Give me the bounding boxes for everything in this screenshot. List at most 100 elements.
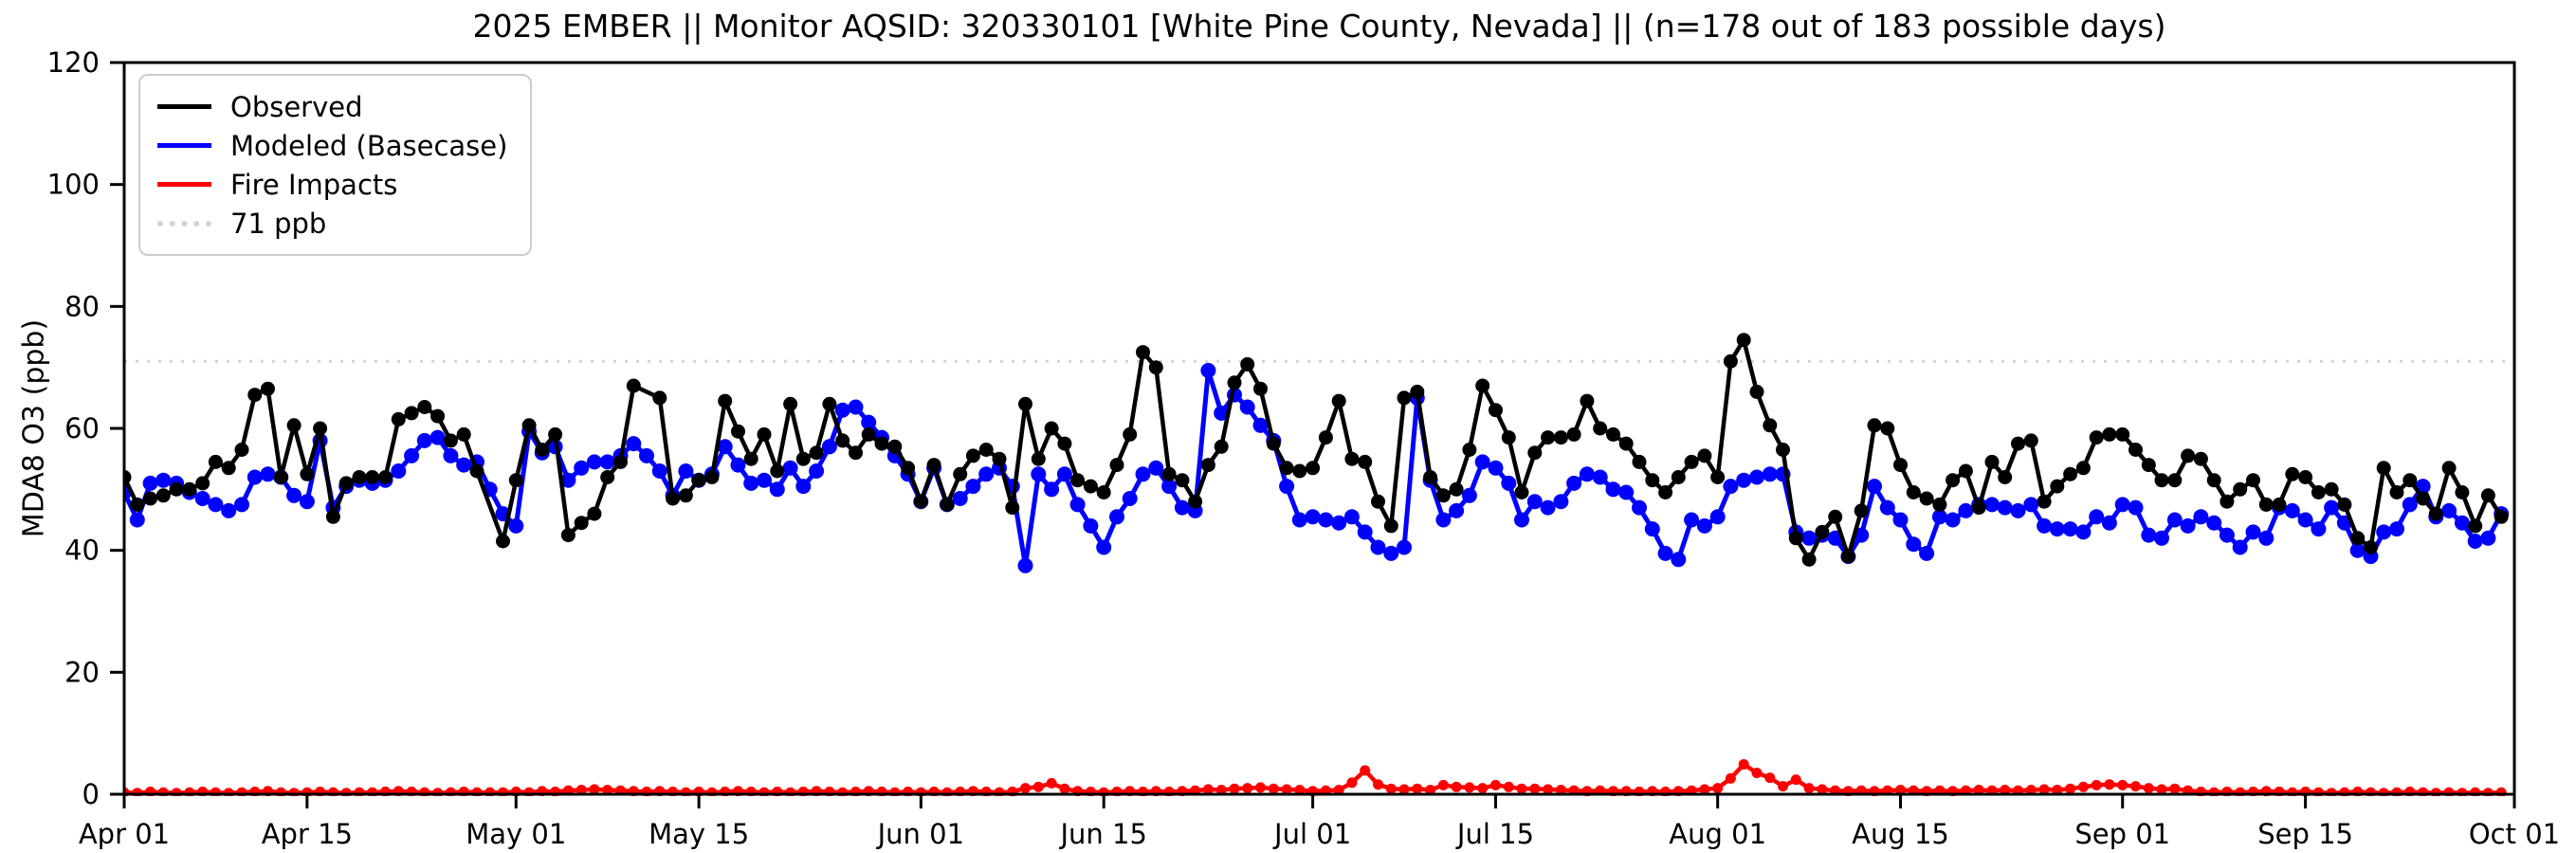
modeled-marker — [2258, 530, 2275, 546]
fire-impacts-marker — [941, 787, 953, 796]
fire-impacts-marker — [706, 787, 718, 796]
observed-marker — [352, 470, 367, 484]
modeled-marker — [1984, 497, 2000, 513]
fire-impacts-marker — [327, 787, 338, 796]
observed-marker — [2193, 451, 2208, 466]
observed-marker — [1371, 494, 1385, 509]
modeled-marker — [1684, 512, 1700, 528]
observed-marker — [2480, 488, 2495, 503]
observed-marker — [1266, 436, 1281, 451]
legend-label-fire-impacts: Fire Impacts — [230, 168, 398, 201]
modeled-marker — [1109, 509, 1124, 525]
x-tick-label: Jul 15 — [1455, 818, 1534, 850]
modeled-marker — [1044, 481, 1060, 498]
x-tick-label: Apr 15 — [262, 818, 353, 850]
modeled-marker — [1252, 417, 1269, 433]
modeled-marker — [639, 447, 654, 463]
fire-impacts-marker — [785, 787, 796, 796]
observed-marker — [365, 470, 380, 484]
observed-marker — [1018, 396, 1032, 411]
observed-marker — [678, 488, 693, 503]
observed-marker — [1541, 430, 1556, 445]
fire-impacts-marker — [837, 787, 849, 796]
observed-marker — [2023, 433, 2038, 448]
modeled-marker — [1579, 466, 1595, 482]
fire-impacts-marker — [1032, 781, 1044, 792]
observed-marker — [1435, 488, 1451, 503]
modeled-marker — [2219, 527, 2235, 543]
modeled-marker — [1031, 466, 1047, 482]
modeled-marker — [1161, 479, 1178, 495]
modeled-marker — [508, 517, 524, 534]
fire-impacts-marker — [1451, 781, 1462, 792]
modeled-marker — [1879, 499, 1895, 516]
fire-impacts-line-swatch — [157, 182, 211, 187]
modeled-marker — [1239, 399, 1255, 415]
legend-label-modeled: Modeled (Basecase) — [230, 129, 508, 162]
observed-marker — [2246, 473, 2260, 488]
modeled-marker — [1566, 475, 1582, 491]
observed-marker — [666, 491, 681, 506]
observed-marker — [2220, 494, 2235, 509]
modeled-line-swatch — [157, 143, 211, 148]
modeled-marker — [743, 475, 759, 491]
modeled-marker — [1671, 552, 1687, 568]
modeled-marker — [2062, 521, 2078, 537]
observed-marker — [124, 470, 132, 484]
modeled-marker — [834, 402, 850, 418]
y-tick-label: 0 — [82, 778, 100, 810]
modeled-marker — [2049, 521, 2065, 537]
observed-marker — [1946, 473, 1961, 488]
observed-marker — [2350, 531, 2366, 546]
fire-impacts-marker — [758, 787, 770, 796]
modeled-marker — [247, 469, 263, 485]
modeled-marker — [129, 512, 145, 528]
fire-impacts-marker — [2208, 787, 2220, 796]
modeled-marker — [574, 460, 590, 476]
modeled-marker — [1331, 515, 1347, 531]
observed-marker — [2468, 518, 2483, 534]
observed-marker — [1658, 485, 1673, 499]
fire-impacts-marker — [157, 787, 169, 796]
fire-impacts-marker — [2025, 785, 2037, 795]
modeled-marker — [2010, 502, 2026, 518]
observed-marker — [2128, 443, 2143, 457]
observed-marker — [2298, 470, 2313, 484]
modeled-marker — [286, 487, 302, 503]
observed-marker — [169, 481, 184, 497]
modeled-marker — [1135, 466, 1151, 482]
fire-impacts-marker — [1412, 783, 1423, 794]
modeled-marker — [1540, 499, 1556, 516]
fire-impacts-marker — [2052, 785, 2063, 795]
observed-marker — [691, 473, 706, 488]
fire-impacts-marker — [2104, 779, 2115, 790]
modeled-marker — [1553, 494, 1569, 510]
modeled-marker — [1214, 405, 1230, 421]
fire-impacts-marker — [1738, 759, 1749, 770]
modeled-marker — [1501, 475, 1517, 491]
observed-marker — [731, 424, 745, 439]
modeled-marker — [1723, 479, 1739, 495]
modeled-marker — [1696, 517, 1712, 534]
modeled-marker — [599, 454, 615, 470]
observed-marker — [1175, 473, 1190, 488]
modeled-marker — [782, 460, 798, 476]
observed-marker — [221, 461, 236, 476]
fire-impacts-marker — [1242, 783, 1253, 794]
fire-impacts-marker — [1020, 783, 1031, 794]
observed-marker — [2311, 485, 2326, 499]
modeled-marker — [299, 494, 315, 510]
observed-marker — [1618, 436, 1634, 451]
observed-marker — [1501, 430, 1516, 445]
fire-impacts-marker — [1555, 785, 1566, 795]
modeled-marker — [1931, 509, 1947, 525]
modeled-marker — [717, 439, 733, 455]
modeled-marker — [404, 447, 420, 463]
fire-impacts-series — [124, 759, 2507, 796]
modeled-marker — [2467, 534, 2483, 549]
observed-marker — [1148, 360, 1163, 375]
modeled-marker — [208, 497, 224, 513]
observed-marker — [443, 433, 458, 448]
modeled-marker — [1997, 499, 2013, 516]
fire-impacts-marker — [523, 787, 535, 796]
